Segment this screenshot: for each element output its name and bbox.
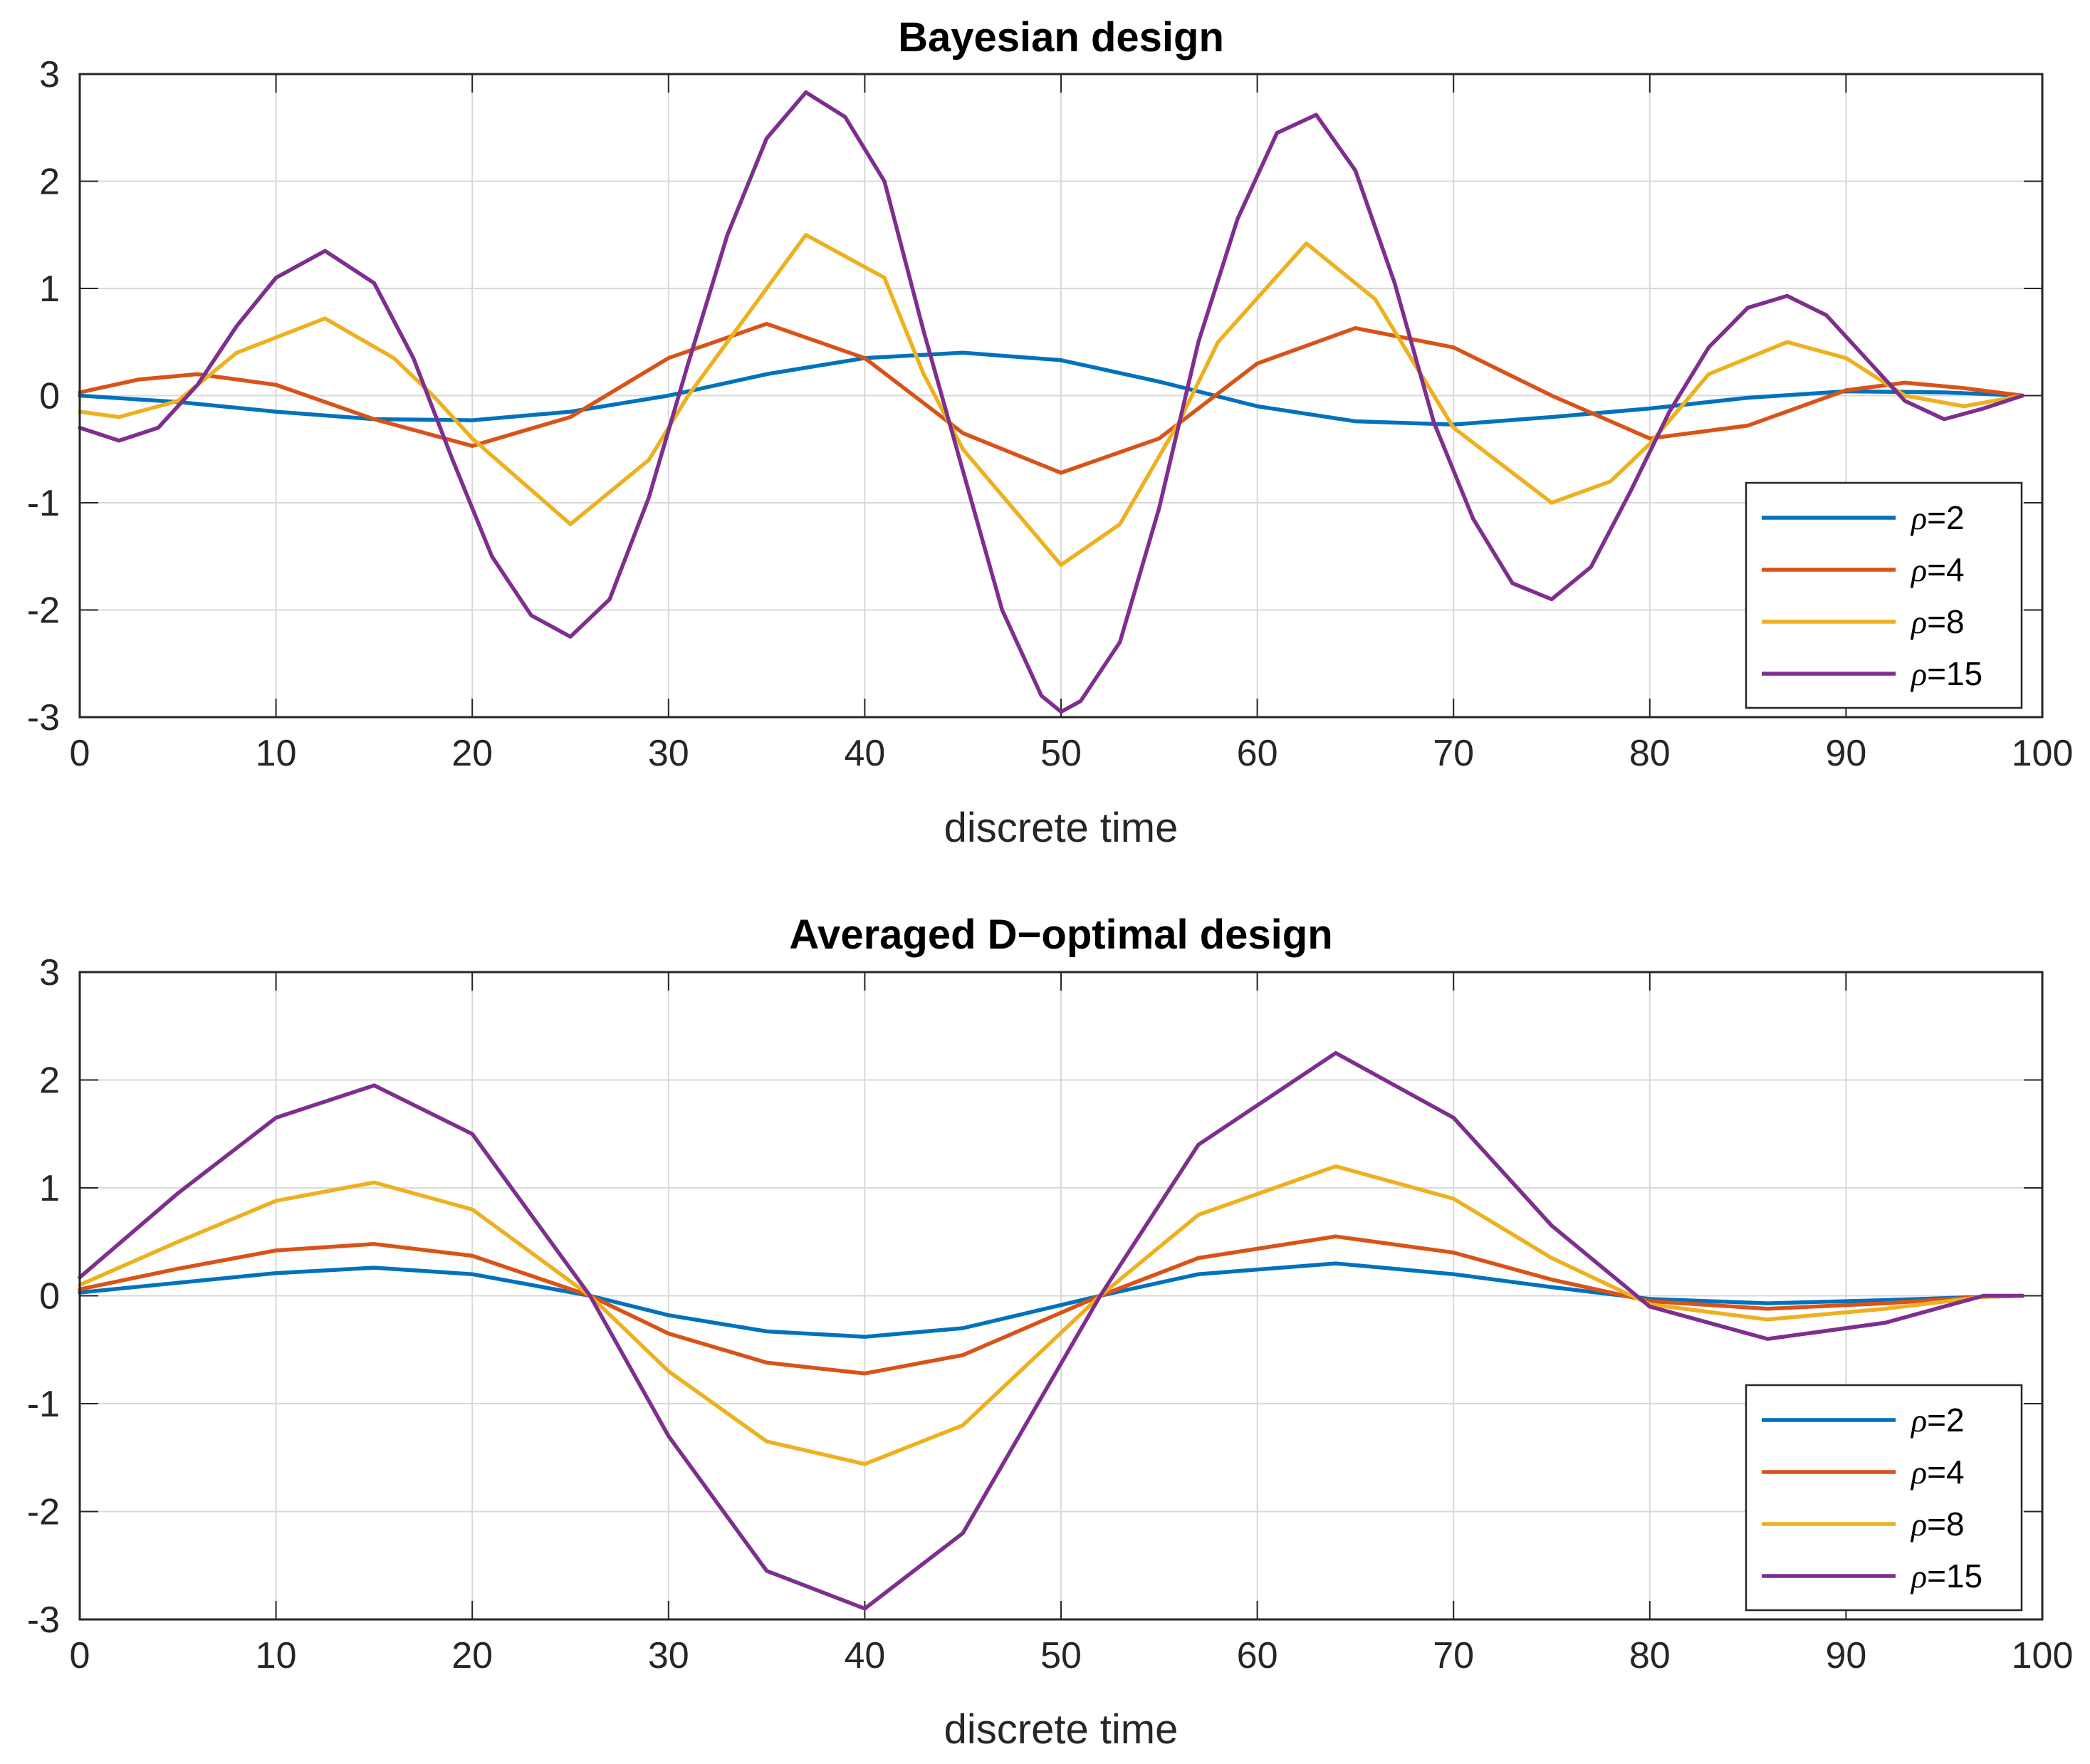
legend-item: ρ=2 <box>1762 1402 1965 1439</box>
legend-label: ρ=2 <box>1910 1402 1965 1439</box>
x-tick-label: 0 <box>70 1635 90 1676</box>
legend-label-value: =8 <box>1927 1505 1964 1543</box>
x-tick-label: 30 <box>648 1635 689 1676</box>
legend: ρ=2ρ=4ρ=8ρ=15 <box>1745 1384 2023 1612</box>
legend-item: ρ=8 <box>1762 1505 1965 1543</box>
x-tick-label: 50 <box>1040 1635 1082 1676</box>
legend-item: ρ=15 <box>1762 1557 1982 1595</box>
series-line-rho-2 <box>78 1261 2025 1339</box>
legend-box <box>1745 1384 2023 1612</box>
axes-box <box>78 73 2044 719</box>
series-line-rho-4 <box>78 321 2025 475</box>
x-tick-label: 40 <box>844 733 885 774</box>
series-line-rho-8 <box>78 1164 2025 1466</box>
x-tick-label: 60 <box>1237 733 1278 774</box>
x-axis-label: discrete time <box>944 805 1179 851</box>
y-tick-label: 3 <box>39 54 60 95</box>
x-tick-label: 0 <box>70 733 90 774</box>
legend-item: ρ=2 <box>1762 499 1965 536</box>
x-tick-label: 90 <box>1825 1635 1866 1676</box>
y-tick-label: -3 <box>27 1599 60 1641</box>
y-tick-label: 2 <box>39 162 60 203</box>
x-tick-label: 100 <box>2012 733 2074 774</box>
x-axis-label: discrete time <box>944 1706 1179 1753</box>
y-tick-label: -1 <box>27 483 60 524</box>
legend-label: ρ=15 <box>1910 1557 1982 1595</box>
legend-label-symbol: ρ <box>1910 500 1927 536</box>
x-tick-label: 40 <box>844 1635 885 1676</box>
series-line-rho-4 <box>78 1234 2025 1376</box>
legend-label: ρ=2 <box>1910 499 1965 536</box>
y-tick-label: 0 <box>39 376 60 417</box>
y-tick-label: -2 <box>27 590 60 632</box>
x-tick-label: 100 <box>2012 1635 2074 1676</box>
legend: ρ=2ρ=4ρ=8ρ=15 <box>1745 481 2023 709</box>
legend-label-symbol: ρ <box>1910 552 1927 588</box>
chart-title: Bayesian design <box>898 14 1224 61</box>
y-tick-label: 1 <box>39 268 60 310</box>
axes-box <box>78 971 2044 1621</box>
legend-label: ρ=4 <box>1910 1454 1965 1491</box>
x-tick-label: 80 <box>1629 733 1671 774</box>
series-line-rho-8 <box>78 233 2025 568</box>
y-tick-label: -2 <box>27 1492 60 1533</box>
x-tick-label: 10 <box>256 733 297 774</box>
x-tick-label: 90 <box>1825 733 1866 774</box>
legend-label: ρ=4 <box>1910 551 1965 588</box>
series-lines <box>78 90 2025 714</box>
legend-label-value: =2 <box>1927 1402 1964 1439</box>
legend-label-value: =15 <box>1927 655 1982 692</box>
y-tick-labels: 3 2 1 0 -1 -2 -3 <box>27 952 60 1641</box>
y-tick-label: 2 <box>39 1060 60 1102</box>
x-tick-labels: 0 10 20 30 40 50 60 70 80 90 100 <box>70 1635 2074 1676</box>
legend-label-value: =4 <box>1927 1454 1964 1491</box>
series-line-rho-2 <box>78 350 2025 427</box>
x-tick-label: 80 <box>1629 1635 1671 1676</box>
legend-label: ρ=8 <box>1910 1505 1965 1543</box>
series-line-rho-15 <box>78 90 2025 714</box>
legend-item: ρ=8 <box>1762 603 1965 640</box>
x-tick-label: 70 <box>1433 1635 1474 1676</box>
x-tick-labels: 0 10 20 30 40 50 60 70 80 90 100 <box>70 733 2074 774</box>
legend-label-symbol: ρ <box>1910 604 1927 640</box>
series-line-rho-15 <box>78 1050 2025 1611</box>
y-tick-label: -3 <box>27 697 60 739</box>
chart-title: Averaged D−optimal design <box>789 912 1332 958</box>
x-tick-label: 10 <box>256 1635 297 1676</box>
series-lines <box>78 1050 2025 1611</box>
x-tick-label: 30 <box>648 733 689 774</box>
legend-label: ρ=8 <box>1910 603 1965 640</box>
legend-item: ρ=4 <box>1762 1454 1965 1491</box>
legend-box <box>1745 481 2023 709</box>
legend-label-value: =8 <box>1927 603 1964 640</box>
x-tick-label: 70 <box>1433 733 1474 774</box>
y-tick-label: -1 <box>27 1384 60 1425</box>
legend-item: ρ=4 <box>1762 551 1965 588</box>
legend-label-symbol: ρ <box>1910 1402 1927 1439</box>
legend-label: ρ=15 <box>1910 655 1982 692</box>
legend-label-symbol: ρ <box>1910 656 1927 692</box>
chart-averaged-d-optimal-design: 0 10 20 30 40 50 60 70 80 90 1003210-1-2-3Averaged… <box>27 912 2074 1753</box>
legend-label-symbol: ρ <box>1910 1558 1927 1595</box>
legend-label-symbol: ρ <box>1910 1454 1927 1491</box>
legend-label-symbol: ρ <box>1910 1506 1927 1543</box>
legend-label-value: =15 <box>1927 1557 1982 1595</box>
x-tick-label: 50 <box>1040 733 1082 774</box>
y-tick-labels: 3 2 1 0 -1 -2 -3 <box>27 54 60 739</box>
x-tick-label: 20 <box>451 1635 493 1676</box>
legend-item: ρ=15 <box>1762 655 1982 692</box>
x-tick-label: 20 <box>451 733 493 774</box>
chart-bayesian-design: 0 10 20 30 40 50 60 70 80 90 1003210-1-2-3Bayesian… <box>27 14 2074 851</box>
y-tick-label: 1 <box>39 1168 60 1209</box>
x-tick-label: 60 <box>1237 1635 1278 1676</box>
y-tick-label: 3 <box>39 952 60 993</box>
y-tick-label: 0 <box>39 1276 60 1317</box>
legend-label-value: =2 <box>1927 499 1964 536</box>
legend-label-value: =4 <box>1927 551 1964 588</box>
